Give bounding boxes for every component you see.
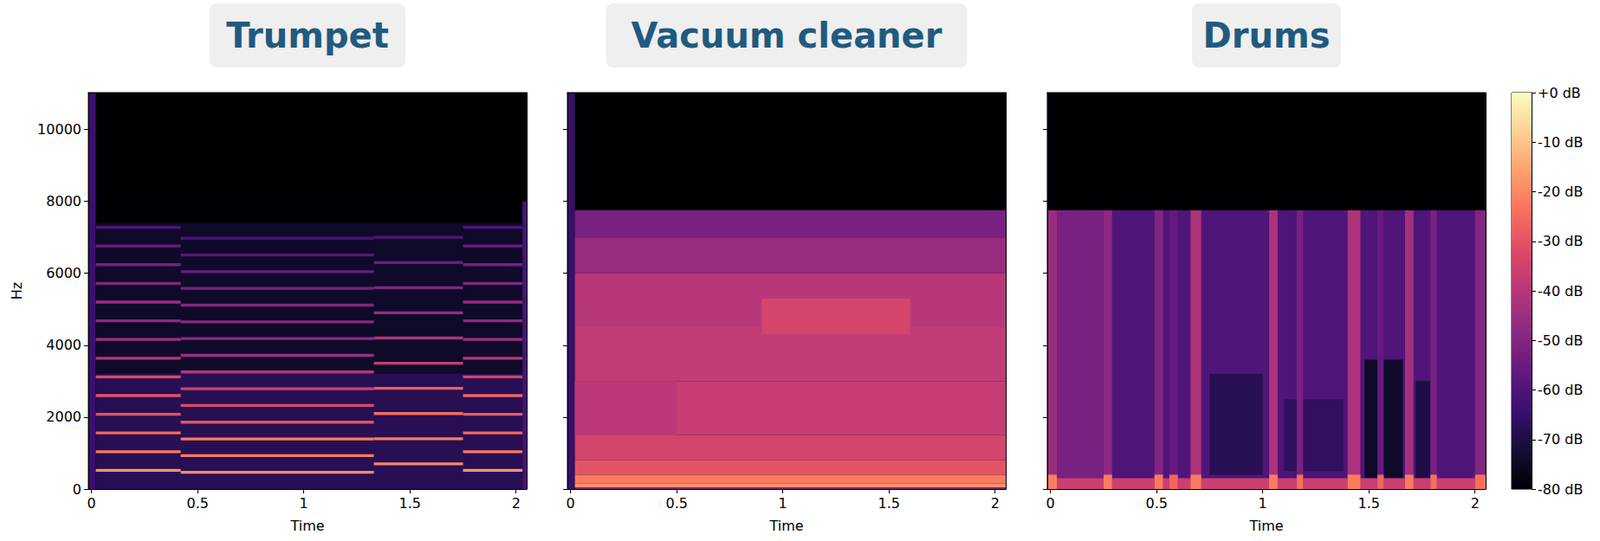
svg-text:Trumpet: Trumpet [226, 15, 389, 56]
svg-text:2: 2 [511, 495, 521, 512]
svg-text:0.5: 0.5 [186, 495, 208, 512]
svg-text:-10 dB: -10 dB [1537, 134, 1583, 151]
svg-text:8000: 8000 [45, 193, 82, 210]
svg-text:1: 1 [299, 495, 309, 512]
svg-text:-50 dB: -50 dB [1537, 332, 1583, 350]
svg-text:0: 0 [87, 495, 97, 512]
svg-text:-70 dB: -70 dB [1537, 431, 1583, 448]
svg-text:1.5: 1.5 [399, 495, 422, 512]
svg-text:2000: 2000 [45, 408, 82, 426]
svg-text:2: 2 [1470, 495, 1480, 512]
svg-text:1: 1 [1258, 495, 1268, 512]
svg-text:0: 0 [566, 495, 576, 512]
svg-text:0.5: 0.5 [1145, 495, 1167, 512]
svg-text:0: 0 [1046, 495, 1056, 512]
svg-text:6000: 6000 [45, 265, 82, 282]
svg-text:10000: 10000 [37, 121, 82, 138]
svg-text:0.5: 0.5 [665, 495, 687, 512]
svg-text:Time: Time [1248, 518, 1283, 535]
svg-text:+0 dB: +0 dB [1537, 84, 1581, 102]
svg-text:1: 1 [778, 495, 788, 512]
svg-text:-20 dB: -20 dB [1537, 183, 1583, 201]
svg-text:1.5: 1.5 [878, 495, 901, 512]
svg-text:-40 dB: -40 dB [1537, 283, 1583, 300]
svg-text:0: 0 [72, 481, 82, 499]
svg-text:Time: Time [768, 518, 804, 535]
svg-text:-60 dB: -60 dB [1537, 382, 1583, 399]
svg-text:1.5: 1.5 [1358, 495, 1380, 512]
svg-text:-80 dB: -80 dB [1537, 481, 1583, 499]
svg-text:Vacuum cleaner: Vacuum cleaner [631, 15, 943, 56]
svg-text:Hz: Hz [8, 282, 26, 300]
svg-text:2: 2 [991, 495, 1000, 512]
svg-text:Drums: Drums [1203, 15, 1331, 56]
svg-text:-30 dB: -30 dB [1537, 233, 1583, 250]
svg-text:Time: Time [289, 518, 324, 535]
svg-text:4000: 4000 [45, 336, 82, 354]
